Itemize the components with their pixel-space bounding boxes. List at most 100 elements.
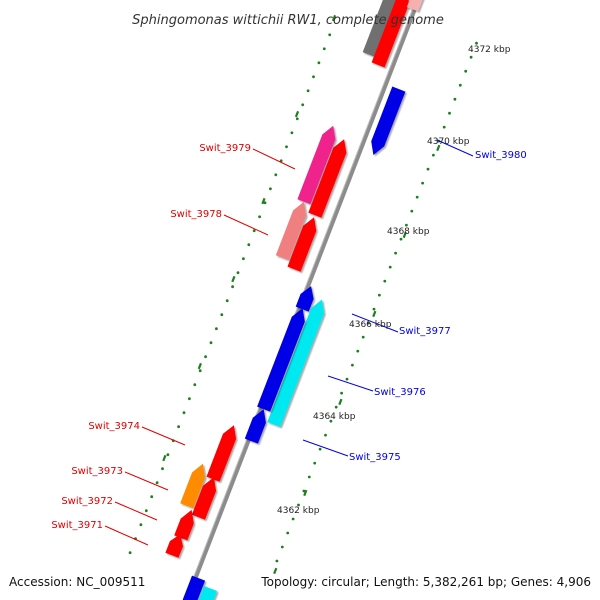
tick-marks (162, 14, 441, 575)
left-tick-dot (231, 285, 235, 289)
left-tick-dot (198, 369, 202, 373)
gene-arrow-swit-3978 (275, 201, 307, 261)
major-tick-mark (197, 362, 202, 370)
right-tick-dot (394, 251, 397, 255)
right-tick-dot (415, 195, 419, 199)
right-tick-dot (324, 433, 327, 437)
left-tick-dot (247, 243, 251, 247)
major-tick-mark (372, 310, 377, 318)
left-tick-dot (220, 313, 224, 317)
right-tick-dot (329, 419, 333, 423)
right-tick-dot (372, 307, 376, 311)
leader-swit-3977 (351, 313, 399, 333)
right-tick-dot (469, 55, 473, 59)
gene-arrow-swit-3978b (287, 217, 317, 272)
gene-label-swit-3973: Swit_3973 (71, 466, 123, 477)
right-tick-dot (345, 377, 349, 381)
left-tick-dot (155, 481, 159, 485)
major-tick-mark (162, 454, 167, 462)
right-tick-dot (286, 531, 290, 535)
right-tick-dot (275, 559, 279, 563)
gene-label-swit-3979: Swit_3979 (199, 143, 251, 154)
right-tick-dot (340, 391, 343, 395)
left-tick-dot (193, 383, 197, 387)
left-tick-dot (274, 173, 278, 177)
tick-label-4372: 4372 kbp (468, 45, 511, 55)
leader-swit-3975 (302, 439, 349, 457)
right-tick-dot (367, 321, 370, 325)
right-tick-dot (453, 97, 457, 101)
leader-swit-3972 (114, 501, 158, 521)
major-tick-mark (231, 275, 236, 283)
right-tick-dot (383, 279, 387, 283)
left-tick-dot (209, 341, 213, 345)
left-tick-dot (215, 327, 218, 331)
left-tick-dot (139, 523, 143, 527)
left-tick-dot (317, 61, 321, 65)
leader-swit-3973 (124, 471, 169, 491)
left-tick-dot (128, 551, 132, 555)
tick-label-4370: 4370 kbp (427, 137, 470, 147)
left-tick-dot (150, 495, 154, 499)
left-tick-dot (290, 131, 294, 135)
leader-swit-3980 (436, 139, 474, 157)
right-tick-dot (405, 223, 408, 227)
right-tick-dot (291, 517, 295, 521)
gene-label-swit-3974: Swit_3974 (88, 421, 140, 432)
right-tick-dot (334, 405, 338, 409)
gene-arrow-swit-3976 (257, 308, 305, 412)
major-tick-mark (294, 110, 300, 118)
major-tick-mark (331, 14, 337, 22)
right-tick-dot (410, 209, 414, 213)
gene-arrow-swit-3980 (371, 86, 406, 155)
right-tick-dot (399, 237, 403, 241)
gene-arrow-swit-3974 (206, 425, 237, 482)
left-tick-dot (236, 271, 240, 275)
gene-label-swit-3980: Swit_3980 (475, 150, 527, 161)
major-tick-mark (303, 489, 308, 497)
gene-arrow-swit-3971 (165, 534, 183, 558)
leader-swit-3974 (141, 426, 186, 446)
leader-swit-3976 (327, 375, 374, 392)
left-tick-dot (182, 411, 186, 415)
right-tick-dot (464, 69, 468, 73)
tick-label-4364: 4364 kbp (313, 412, 356, 422)
leader-swit-3971 (104, 525, 149, 546)
right-tick-dot (475, 41, 478, 45)
leader-swit-3979 (252, 148, 296, 170)
left-tick-dot (285, 145, 288, 149)
accession-text: Accession: NC_009511 (9, 575, 145, 589)
right-tick-dot (313, 461, 317, 465)
gene-label-swit-3972: Swit_3972 (61, 496, 113, 507)
left-tick-dot (242, 257, 245, 261)
right-tick-dot (421, 181, 424, 185)
left-tick-dot (177, 425, 181, 429)
genome-summary-text: Topology: circular; Length: 5,382,261 bp… (260, 575, 591, 589)
gene-label-swit-3976: Swit_3976 (374, 387, 426, 398)
right-tick-dot (448, 111, 451, 115)
right-tick-dot (458, 83, 462, 87)
right-tick-dot (361, 335, 365, 339)
left-tick-dot (263, 201, 267, 205)
right-tick-dot (432, 153, 435, 157)
left-tick-dot (322, 47, 326, 51)
gene-arrow-forward (371, 0, 410, 68)
gene-label-swit-3977: Swit_3977 (399, 326, 451, 337)
left-tick-dot (312, 75, 315, 79)
gene-arrow-swit-3972 (174, 509, 194, 541)
right-tick-dot (356, 349, 360, 353)
gene-arrow-swit-3977 (295, 286, 314, 312)
left-tick-dot (144, 509, 148, 513)
gene-arrow-swit-3979 (297, 125, 336, 205)
gene-features (165, 0, 423, 600)
gene-arrow-swit-3976-cyan (267, 299, 325, 427)
left-tick-dot (252, 229, 256, 233)
right-tick-dot (297, 503, 300, 507)
gene-arrow-bottom-cyan (198, 586, 218, 600)
left-tick-dot (306, 89, 310, 93)
right-tick-dot (426, 167, 430, 171)
gene-arrow-swit-3975 (244, 409, 266, 444)
left-tick-dot (166, 453, 170, 457)
label-leaders (104, 139, 474, 546)
